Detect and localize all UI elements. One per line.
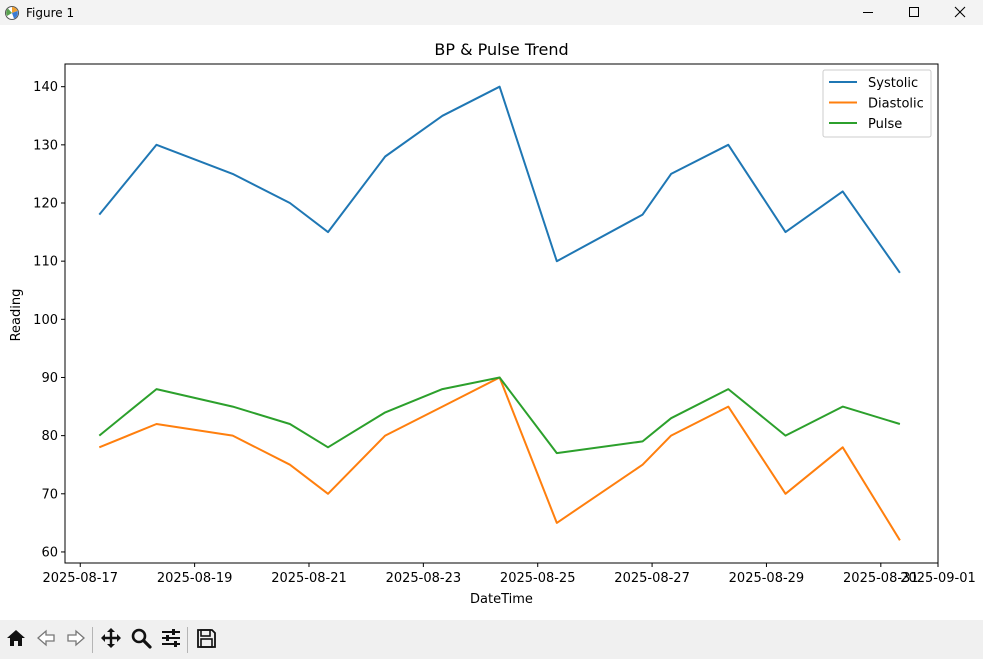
series-line-diastolic	[98, 376, 901, 541]
save-floppy-icon	[195, 627, 217, 653]
y-tick-label: 90	[41, 371, 58, 386]
navigation-toolbar	[0, 620, 983, 659]
line-chart: BP & Pulse Trend 60 70 80 90 100 110 120 130 140…	[9, 40, 976, 607]
x-tick-label: 2025-08-21	[271, 571, 347, 586]
x-tick-label: 2025-08-25	[500, 571, 576, 586]
y-tick-label: 80	[41, 429, 58, 444]
series-lines	[98, 85, 901, 541]
y-tick-label: 120	[33, 196, 58, 211]
x-tick-label: 2025-08-29	[729, 571, 805, 586]
back-button[interactable]	[32, 626, 60, 654]
figure-canvas: BP & Pulse Trend 60 70 80 90 100 110 120 130 140…	[0, 25, 983, 620]
legend-label: Diastolic	[868, 97, 924, 112]
configure-subplots-icon	[160, 627, 182, 653]
zoom-magnifier-icon	[130, 627, 152, 653]
x-axis-ticks: 2025-08-17 2025-08-19 2025-08-21 2025-08-23…	[42, 563, 976, 586]
pan-button[interactable]	[97, 626, 125, 654]
close-icon	[954, 3, 966, 22]
toolbar-separator	[92, 626, 93, 653]
y-axis-ticks: 60 70 80 90 100 110 120 130 140	[33, 80, 65, 560]
series-line-pulse	[98, 376, 901, 455]
y-tick-label: 70	[41, 487, 58, 502]
home-icon	[5, 627, 27, 653]
x-tick-label: 2025-08-23	[386, 571, 462, 586]
legend-box	[822, 69, 932, 138]
y-tick-label: 100	[33, 313, 58, 328]
minimize-button[interactable]	[845, 0, 891, 25]
legend-label: Pulse	[868, 117, 902, 132]
back-arrow-icon	[35, 627, 57, 653]
window-titlebar: Figure 1	[0, 0, 983, 25]
x-tick-label: 2025-08-27	[614, 571, 690, 586]
close-button[interactable]	[937, 0, 983, 25]
chart-title: BP & Pulse Trend	[434, 40, 568, 59]
pan-move-icon	[100, 627, 122, 653]
x-tick-label: 2025-09-01	[900, 571, 976, 586]
maximize-button[interactable]	[891, 0, 937, 25]
maximize-icon	[908, 3, 920, 22]
home-button[interactable]	[2, 626, 30, 654]
y-tick-label: 60	[41, 545, 58, 560]
matplotlib-figure-icon	[4, 5, 20, 21]
forward-arrow-icon	[65, 627, 87, 653]
window-title: Figure 1	[26, 5, 75, 20]
axes-frame	[64, 63, 939, 564]
y-tick-label: 130	[33, 138, 58, 153]
series-line-systolic	[98, 85, 901, 274]
x-tick-label: 2025-08-17	[42, 571, 118, 586]
x-tick-label: 2025-08-31	[843, 571, 919, 586]
toolbar-separator	[187, 626, 188, 653]
configure-subplots-button[interactable]	[157, 626, 185, 654]
y-axis-label: Reading	[9, 289, 24, 342]
legend-label: Systolic	[868, 76, 918, 91]
y-tick-label: 110	[33, 255, 58, 270]
legend: Systolic Diastolic Pulse	[822, 69, 932, 138]
window-controls	[845, 0, 983, 25]
zoom-button[interactable]	[127, 626, 155, 654]
minimize-icon	[862, 3, 874, 22]
x-tick-label: 2025-08-19	[157, 571, 233, 586]
save-button[interactable]	[192, 626, 220, 654]
x-axis-label: DateTime	[470, 592, 533, 607]
forward-button[interactable]	[62, 626, 90, 654]
y-tick-label: 140	[33, 80, 58, 95]
